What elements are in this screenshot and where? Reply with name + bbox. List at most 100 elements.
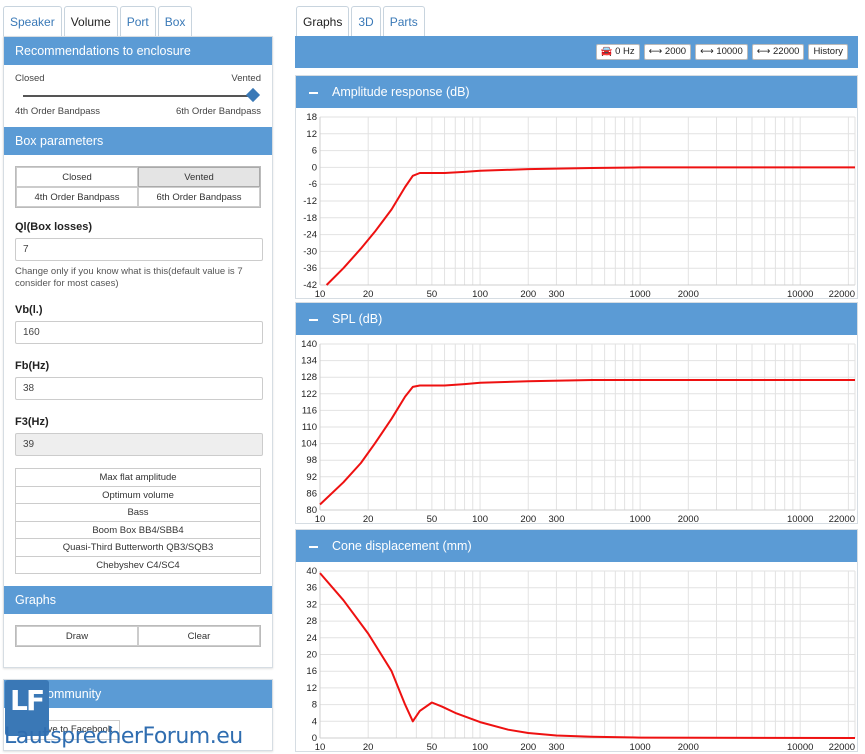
range-10000-button[interactable]: ⟷ 10000 — [695, 44, 748, 60]
spl-graph-header[interactable]: SPL (dB) — [296, 303, 857, 335]
logo-letter-l: L — [10, 684, 28, 717]
x-tick-label: 10 — [315, 514, 326, 523]
range-22000-button[interactable]: ⟷ 22000 — [751, 44, 805, 60]
slider-handle[interactable] — [245, 87, 261, 103]
x-tick-label: 200 — [520, 742, 536, 751]
tab-parts[interactable]: Parts — [382, 6, 425, 36]
y-tick-label: -18 — [303, 213, 317, 224]
right-column: 🚘 0 Hz ⟷ 2000 ⟷ 10000 ⟷ 22000 History Am… — [295, 36, 858, 752]
type-closed-button[interactable]: Closed — [16, 167, 138, 187]
alignment-optimum-volume-button[interactable]: Optimum volume — [15, 485, 261, 504]
x-tick-label: 2000 — [678, 289, 699, 298]
y-tick-label: 116 — [302, 405, 317, 416]
tab-volume[interactable]: Volume — [63, 6, 118, 36]
y-tick-label: 40 — [306, 566, 317, 577]
label-6th-order: 6th Order Bandpass — [175, 106, 261, 117]
cone-graph-header[interactable]: Cone displacement (mm) — [296, 530, 857, 562]
x-tick-label: 200 — [520, 514, 536, 523]
x-tick-label: 2000 — [678, 514, 699, 523]
logo-letter-f: F — [26, 684, 46, 717]
ql-label: Ql(Box losses) — [15, 221, 93, 233]
x-tick-label: 2000 — [678, 742, 699, 751]
collapse-icon[interactable] — [309, 91, 318, 94]
amplitude-graph-header[interactable]: Amplitude response (dB) — [296, 76, 857, 108]
enclosure-slider[interactable] — [23, 86, 261, 104]
graphs-panel-body: Draw Clear — [4, 614, 272, 655]
slider-top-labels: Closed Vented — [15, 73, 261, 84]
y-tick-label: 8 — [312, 700, 317, 711]
enclosure-panel: Recommendations to enclosure Closed Vent… — [3, 36, 273, 668]
enclosure-type-group: Closed Vented 4th Order Bandpass 6th Ord… — [15, 166, 261, 208]
y-tick-label: 92 — [306, 472, 317, 483]
y-tick-label: 104 — [301, 439, 317, 450]
type-6th-order-button[interactable]: 6th Order Bandpass — [138, 187, 260, 207]
label-vented: Vented — [231, 73, 261, 84]
tab-graphs[interactable]: Graphs — [296, 6, 350, 36]
y-tick-label: 128 — [301, 372, 317, 383]
y-tick-label: 140 — [301, 339, 317, 350]
alignment-qb3-button[interactable]: Quasi-Third Butterworth QB3/SQB3 — [15, 538, 261, 557]
vb-label: Vb(l.) — [15, 304, 43, 316]
tab-speaker[interactable]: Speaker — [3, 6, 62, 36]
x-tick-label: 300 — [549, 289, 565, 298]
x-tick-label: 100 — [472, 514, 488, 523]
x-tick-label: 10 — [315, 742, 326, 751]
range-2000-button[interactable]: ⟷ 2000 — [643, 44, 692, 60]
tab-3d[interactable]: 3D — [351, 6, 381, 36]
x-tick-label: 10 — [315, 289, 326, 298]
y-tick-label: 18 — [306, 112, 317, 123]
type-vented-button[interactable]: Vented — [138, 167, 260, 187]
y-tick-label: 36 — [306, 583, 317, 594]
alignment-max-flat-button[interactable]: Max flat amplitude — [15, 468, 261, 487]
x-tick-label: 50 — [427, 742, 438, 751]
vb-input[interactable]: 160 — [15, 321, 263, 344]
response-curve — [319, 572, 856, 739]
box-parameters-title: Box parameters — [4, 127, 272, 155]
history-button[interactable]: History — [808, 44, 848, 60]
clear-button[interactable]: Clear — [138, 626, 260, 646]
ql-input[interactable]: 7 — [15, 238, 263, 261]
response-curve — [325, 166, 855, 286]
x-tick-label: 20 — [363, 514, 374, 523]
tab-port[interactable]: Port — [119, 6, 156, 36]
y-tick-label: 86 — [306, 488, 317, 499]
y-tick-label: -42 — [303, 280, 317, 291]
slider-bottom-labels: 4th Order Bandpass 6th Order Bandpass — [15, 106, 261, 117]
right-tab-bar: Graphs 3D Parts — [296, 6, 427, 36]
response-curve — [319, 379, 855, 506]
graph-actions: Draw Clear — [15, 625, 261, 647]
ql-help-text: Change only if you know what is this(def… — [15, 266, 243, 289]
type-4th-order-button[interactable]: 4th Order Bandpass — [16, 187, 138, 207]
x-tick-label: 22000 — [829, 742, 855, 751]
label-closed: Closed — [15, 73, 45, 84]
y-tick-label: -30 — [303, 246, 317, 257]
x-tick-label: 22000 — [829, 289, 855, 298]
y-tick-label: -36 — [303, 263, 317, 274]
spl-graph-panel: SPL (dB) 140 134 128 122 116 110 104 98 92 86 80 10… — [295, 302, 858, 524]
cone-graph-panel: Cone displacement (mm) 40 36 32 28 24 20 16 12 8… — [295, 529, 858, 752]
x-tick-label: 1000 — [630, 289, 651, 298]
tab-box[interactable]: Box — [157, 6, 193, 36]
fb-input[interactable]: 38 — [15, 377, 263, 400]
cone-graph-title: Cone displacement (mm) — [332, 539, 472, 553]
graph-toolbar: 🚘 0 Hz ⟷ 2000 ⟷ 10000 ⟷ 22000 History — [295, 36, 858, 68]
alignment-chebyshev-button[interactable]: Chebyshev C4/SC4 — [15, 555, 261, 574]
alignment-bass-button[interactable]: Bass — [15, 503, 261, 522]
f3-input: 39 — [15, 433, 263, 456]
save-to-facebook-button[interactable]: Save to Facebook — [26, 720, 120, 740]
y-tick-label: -6 — [309, 179, 317, 190]
fb-label: Fb(Hz) — [15, 360, 50, 372]
x-tick-label: 300 — [549, 742, 565, 751]
y-tick-label: 110 — [302, 422, 317, 433]
frequency-0hz-button[interactable]: 🚘 0 Hz — [595, 44, 640, 60]
alignment-boom-box-button[interactable]: Boom Box BB4/SBB4 — [15, 520, 261, 539]
collapse-icon[interactable] — [309, 318, 318, 321]
collapse-icon[interactable] — [309, 545, 318, 548]
recommendations-title: Recommendations to enclosure — [4, 37, 272, 65]
x-tick-label: 100 — [472, 289, 488, 298]
x-tick-label: 50 — [427, 289, 438, 298]
draw-button[interactable]: Draw — [16, 626, 138, 646]
y-tick-label: 12 — [306, 683, 317, 694]
